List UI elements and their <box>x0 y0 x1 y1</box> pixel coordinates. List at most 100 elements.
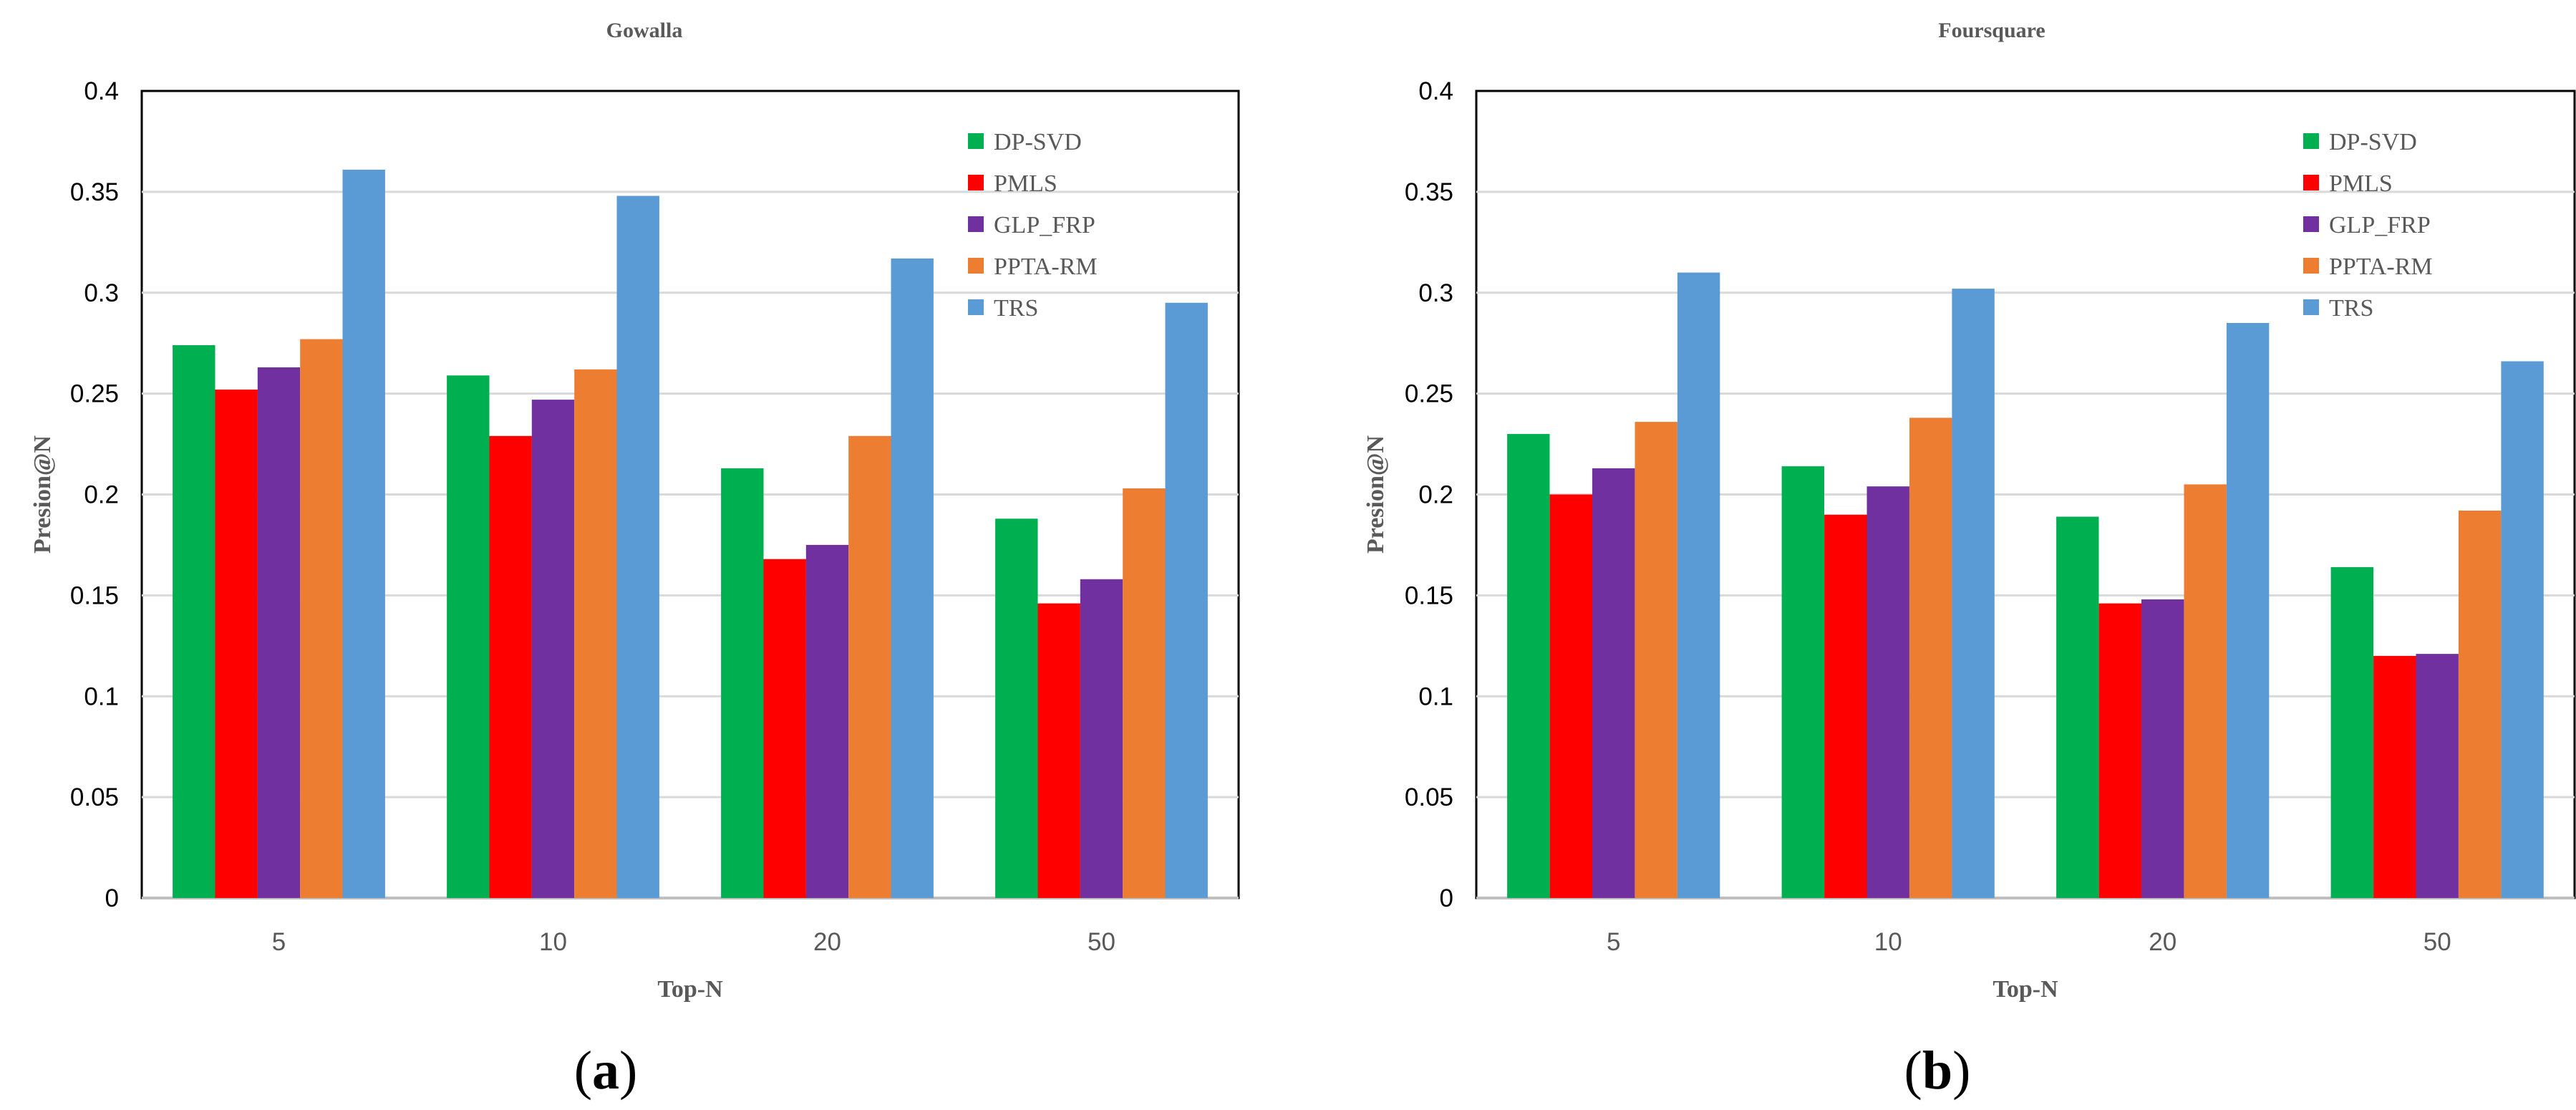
legend-swatch-glp-frp <box>2303 216 2319 232</box>
legend-swatch-trs <box>968 299 984 315</box>
y-tick-label: 0.35 <box>70 178 119 206</box>
bar-dp-svd-5 <box>173 345 216 898</box>
y-tick-label: 0.25 <box>70 380 119 408</box>
x-tick-label: 20 <box>813 928 841 956</box>
x-tick-label: 10 <box>1874 928 1902 956</box>
bar-dp-svd-20 <box>2056 516 2099 898</box>
y-tick-label: 0.4 <box>84 77 119 105</box>
y-tick-label: 0.1 <box>84 682 119 710</box>
legend-label: DP-SVD <box>994 129 1082 155</box>
bar-glp-frp-10 <box>531 400 575 898</box>
y-tick-label: 0.05 <box>1405 783 1453 811</box>
panel-label-letter: b <box>1922 1041 1952 1101</box>
bar-glp-frp-5 <box>257 367 301 898</box>
legend-swatch-dp-svd <box>2303 133 2319 149</box>
bar-glp-frp-50 <box>2416 654 2459 898</box>
bar-trs-5 <box>1677 272 1720 899</box>
chart-a: Gowalla 0 0.05 0.1 0.15 0.2 0.25 0.3 0.35 0.4 5 10 2… <box>29 19 1240 1101</box>
x-tick-label: 5 <box>1607 928 1620 956</box>
bar-trs-50 <box>1165 302 1208 898</box>
panel-label: (b) <box>1904 1041 1971 1101</box>
y-tick-label: 0.3 <box>84 279 119 307</box>
y-tick-label: 0.4 <box>1418 77 1453 105</box>
bar-pmls-50 <box>2373 655 2416 898</box>
y-tick-label: 0.15 <box>70 581 119 609</box>
bar-trs-20 <box>2226 323 2270 898</box>
legend-swatch-ppta-rm <box>968 258 984 274</box>
bar-ppta-rm-20 <box>848 435 891 898</box>
panel-label: (a) <box>574 1041 638 1101</box>
panel-label-close: ) <box>1952 1041 1970 1101</box>
y-tick-label: 0.1 <box>1418 682 1453 710</box>
chart-title: Foursquare <box>1938 19 2045 42</box>
legend-label: PPTA-RM <box>994 254 1098 280</box>
bar-ppta-rm-10 <box>574 369 617 898</box>
legend-label: GLP_FRP <box>994 212 1095 238</box>
bar-glp-frp-20 <box>805 544 849 898</box>
bar-dp-svd-5 <box>1507 434 1550 898</box>
bar-dp-svd-50 <box>995 518 1038 898</box>
panel-label-open: ( <box>1904 1041 1922 1101</box>
legend-swatch-dp-svd <box>968 133 984 149</box>
legend-label: PMLS <box>994 170 1057 197</box>
panel-label-letter: a <box>592 1041 619 1101</box>
legend-label: TRS <box>994 295 1038 322</box>
bar-trs-10 <box>1952 289 1995 899</box>
bar-dp-svd-50 <box>2330 566 2373 898</box>
y-tick-label: 0.05 <box>70 783 119 811</box>
bar-glp-frp-20 <box>2141 599 2184 898</box>
x-tick-label: 5 <box>272 928 286 956</box>
y-tick-label: 0.3 <box>1418 279 1453 307</box>
y-axis-title: Presion@N <box>29 435 56 554</box>
legend-swatch-glp-frp <box>968 216 984 232</box>
legend-swatch-pmls <box>2303 175 2319 190</box>
legend-label: DP-SVD <box>2329 129 2417 155</box>
legend-swatch-pmls <box>968 175 984 190</box>
chart-b: Foursquare 0 0.05 0.1 0.15 0.2 0.25 0.3 0.35 0.4 5… <box>1362 19 2576 1101</box>
x-tick-label: 20 <box>2149 928 2176 956</box>
bar-ppta-rm-10 <box>1909 418 1952 898</box>
bar-pmls-5 <box>1549 494 1592 898</box>
bar-dp-svd-10 <box>1781 466 1824 898</box>
bar-pmls-10 <box>489 435 532 898</box>
bar-ppta-rm-50 <box>1123 488 1166 898</box>
bar-pmls-5 <box>215 390 258 898</box>
bar-trs-5 <box>342 169 385 898</box>
legend-label: PMLS <box>2329 170 2393 197</box>
y-tick-label: 0.2 <box>1418 481 1453 509</box>
legend-label: TRS <box>2329 295 2373 322</box>
legend-swatch-trs <box>2303 299 2319 315</box>
bar-pmls-10 <box>1824 514 1867 898</box>
bar-ppta-rm-50 <box>2459 511 2502 898</box>
bar-ppta-rm-5 <box>300 339 343 899</box>
panel-label-close: ) <box>619 1041 637 1101</box>
legend-swatch-ppta-rm <box>2303 258 2319 274</box>
bar-trs-20 <box>891 258 934 898</box>
legend-label: PPTA-RM <box>2329 254 2433 280</box>
bar-trs-50 <box>2501 361 2544 898</box>
x-tick-label: 50 <box>2424 928 2451 956</box>
x-axis-title: Top-N <box>1992 976 2058 1003</box>
bar-glp-frp-5 <box>1592 468 1635 898</box>
legend-label: GLP_FRP <box>2329 212 2431 238</box>
y-tick-label: 0 <box>1440 884 1453 912</box>
bar-glp-frp-50 <box>1080 579 1123 898</box>
bar-ppta-rm-20 <box>2184 484 2227 898</box>
y-tick-label: 0.2 <box>84 481 119 509</box>
y-axis-title: Presion@N <box>1362 435 1389 554</box>
bar-dp-svd-20 <box>721 468 764 898</box>
chart-title: Gowalla <box>606 19 683 42</box>
bar-pmls-20 <box>763 559 806 898</box>
bar-pmls-20 <box>2098 603 2141 898</box>
panel-label-open: ( <box>574 1041 592 1101</box>
bar-pmls-50 <box>1037 603 1080 898</box>
bar-dp-svd-10 <box>447 375 490 898</box>
x-tick-label: 10 <box>539 928 567 956</box>
y-tick-label: 0.25 <box>1405 380 1453 408</box>
x-axis-title: Top-N <box>657 976 723 1003</box>
bar-glp-frp-10 <box>1866 486 1909 898</box>
y-tick-label: 0.15 <box>1405 581 1453 609</box>
bar-ppta-rm-5 <box>1635 422 1677 898</box>
bar-trs-10 <box>616 196 659 898</box>
